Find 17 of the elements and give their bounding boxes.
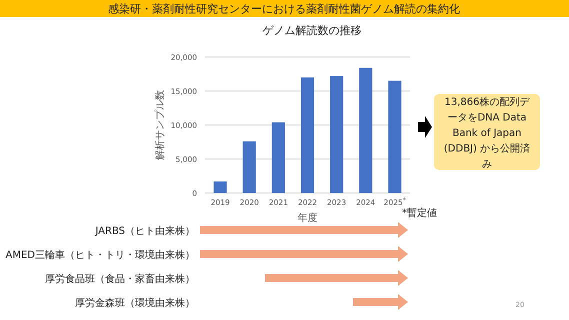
text: JARBS（ヒト由来株）: [94, 225, 195, 237]
y-axis-title: 解析サンプル数: [154, 90, 166, 160]
bar: [272, 122, 285, 193]
bar: [214, 181, 227, 193]
bar: [359, 68, 372, 193]
chart-title: 感染研・薬剤耐性研究センターにおける薬剤耐性菌ゲノム解読の集約化: [108, 2, 460, 16]
chart-subtitle: ゲノム解読数の推移: [262, 24, 362, 37]
text: 厚労金森班（環境由来株）: [75, 297, 195, 309]
bar: [300, 77, 314, 193]
bar: [330, 76, 344, 193]
text: 13,866株の配列データをDNA Data Bank of Japan (DDBJ) から公開済み: [444, 96, 530, 170]
x-axis-title: 年度: [298, 212, 318, 224]
text: *暫定値: [402, 207, 437, 219]
text: AMED三輪車（ヒト・トリ・環境由来株）: [6, 249, 195, 261]
bar: [388, 80, 402, 193]
bar: [242, 141, 256, 193]
text: 厚労食品班（食品・家畜由来株）: [45, 273, 195, 285]
